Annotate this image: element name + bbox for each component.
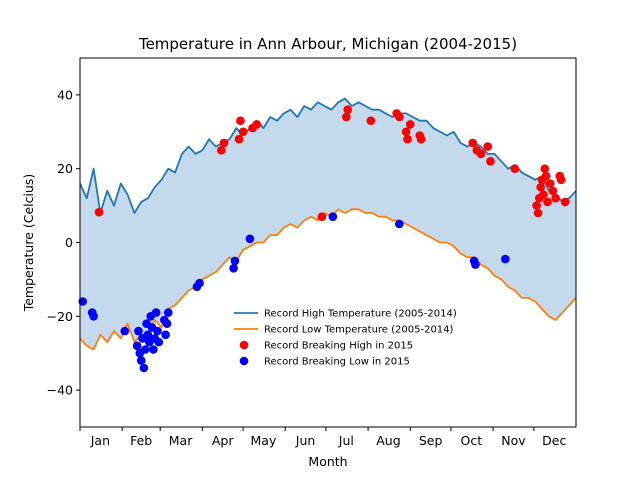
record-high-2015-point: [252, 120, 261, 129]
record-low-2015-point: [89, 312, 98, 321]
record-high-2015-point: [403, 134, 412, 144]
x-tick-label: Mar: [169, 433, 193, 448]
legend-swatch-marker: [239, 356, 249, 366]
record-high-2015-point: [238, 127, 248, 137]
record-high-2015-point: [483, 142, 493, 151]
record-high-2015-point: [234, 134, 244, 144]
legend-swatch-marker: [239, 340, 249, 350]
legend-entry-label: Record Breaking High in 2015: [264, 341, 413, 352]
x-axis: Jan Feb Mar Apr May Jun Jul Aug Sep Oct Nov Dec: [79, 427, 566, 448]
record-high-2015-point: [486, 157, 495, 166]
x-tick-label: Dec: [542, 433, 566, 448]
record-high-2015-point: [343, 105, 353, 114]
record-low-2015-point: [471, 260, 480, 269]
x-tick-label: Feb: [130, 433, 152, 448]
x-tick-label: Nov: [501, 433, 526, 448]
x-tick-label: Jan: [90, 433, 110, 448]
record-high-line: [79, 97, 577, 214]
y-tick-label: −40: [47, 383, 73, 398]
record-low-2015-point: [132, 341, 142, 351]
y-tick-label: 0: [65, 235, 73, 250]
record-high-2015-point: [536, 182, 545, 192]
record-low-2015-point: [120, 326, 130, 336]
record-high-2015-point: [510, 164, 520, 173]
record-low-2015-point: [143, 330, 153, 340]
record-high-2015-point: [342, 112, 351, 122]
y-tick-label: −20: [47, 309, 73, 324]
record-high-2015-point: [405, 120, 415, 129]
record-low-2015-point: [195, 278, 204, 288]
record-low-2015-point: [140, 345, 150, 354]
record-high-2015-point: [560, 197, 570, 207]
record-high-2015-point: [539, 190, 548, 199]
record-high-2015-point: [217, 146, 226, 155]
record-low-2015-point: [134, 326, 143, 336]
record-high-2015-point: [541, 171, 551, 181]
record-high-2015-point: [476, 149, 486, 159]
record-low-2015-point: [164, 308, 173, 317]
x-tick-label: Jun: [295, 433, 316, 448]
record-high-2015-point: [543, 197, 552, 207]
record-high-2015-point: [533, 208, 543, 218]
legend-entry-label: Record High Temperature (2005-2014): [264, 309, 457, 320]
x-tick-label: Jul: [338, 433, 354, 448]
chart-title: Temperature in Ann Arbour, Michigan (200…: [138, 35, 517, 53]
record-low-2015-point: [154, 337, 164, 347]
x-tick-label: May: [251, 433, 277, 448]
y-axis-label: Temperature (Celcius): [21, 174, 36, 313]
record-low-line: [79, 208, 577, 351]
record-high-2015-point: [416, 134, 426, 144]
record-low-2015-point: [153, 326, 162, 336]
record-high-2015-point: [366, 116, 376, 125]
record-low-2015-point: [395, 219, 404, 229]
y-tick-label: 40: [57, 87, 73, 102]
record-low-2015-point: [245, 234, 255, 244]
record-high-2015-point: [551, 193, 560, 203]
record-high-2015-point: [545, 179, 555, 188]
x-tick-label: Apr: [212, 433, 234, 448]
record-low-2015-point: [136, 356, 146, 365]
record-low-2015-point: [151, 308, 161, 317]
record-high-2015-point: [548, 186, 558, 196]
legend: Record High Temperature (2005-2014) Recor…: [234, 309, 457, 368]
range-fill: [80, 98, 576, 350]
record-high-2015-point: [236, 116, 245, 125]
record-high-2015-point: [556, 175, 566, 185]
y-axis: −40 −20 0 20 40: [47, 87, 80, 398]
record-low-2015-point: [501, 254, 510, 264]
x-tick-label: Oct: [461, 433, 483, 448]
record-high-2015-point: [395, 112, 404, 122]
record-points: [78, 105, 570, 373]
series-lines: [79, 97, 577, 351]
record-high-2015-point: [401, 127, 411, 137]
x-axis-label: Month: [308, 454, 347, 469]
legend-entry-label: Record Breaking Low in 2015: [264, 357, 410, 368]
record-low-2015-point: [230, 256, 240, 266]
record-high-2015-point: [468, 138, 478, 148]
record-high-2015-point: [94, 207, 104, 217]
record-low-2015-point: [149, 345, 158, 354]
record-low-2015-point: [328, 212, 338, 221]
legend-entry-label: Record Low Temperature (2005-2014): [264, 325, 454, 336]
record-high-2015-point: [540, 164, 549, 173]
y-tick-label: 20: [57, 161, 73, 176]
record-high-2015-point: [532, 201, 541, 210]
record-high-2015-point: [219, 138, 229, 148]
record-low-2015-point: [78, 297, 87, 306]
record-low-2015-point: [229, 264, 238, 273]
record-low-2015-point: [162, 319, 172, 329]
record-low-2015-point: [161, 330, 170, 340]
x-tick-label: Sep: [419, 433, 443, 448]
x-tick-label: Aug: [376, 433, 400, 448]
record-high-2015-point: [317, 212, 327, 221]
record-low-2015-point: [139, 363, 149, 373]
temperature-range-band: [80, 98, 576, 350]
